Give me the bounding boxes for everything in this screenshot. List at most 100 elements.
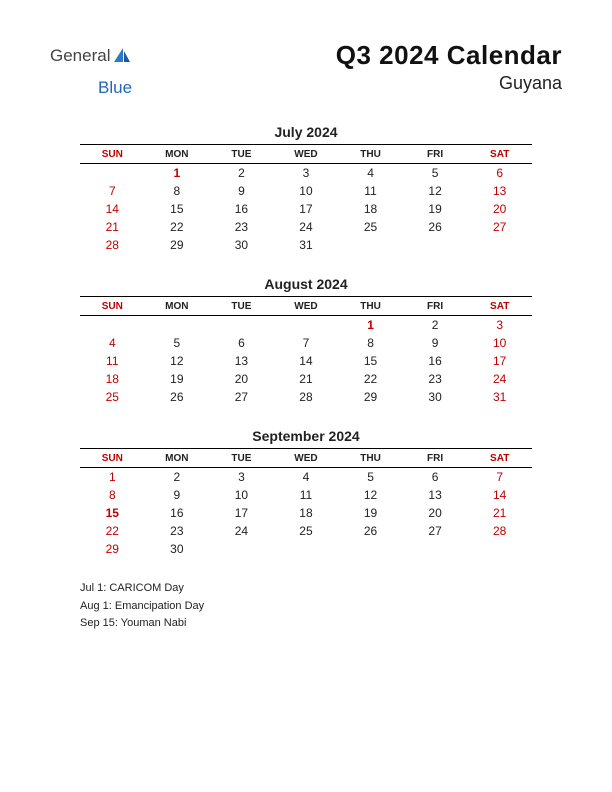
calendar-cell: 6	[209, 334, 274, 352]
logo: General	[50, 46, 134, 66]
calendar-cell: 13	[209, 352, 274, 370]
calendar-cell: 25	[80, 388, 145, 406]
calendar-cell: 20	[209, 370, 274, 388]
calendar-cell: 24	[209, 522, 274, 540]
calendar-cell: 14	[274, 352, 339, 370]
calendar-cell	[338, 236, 403, 254]
day-header: SAT	[467, 449, 532, 468]
day-header: TUE	[209, 449, 274, 468]
calendar-row: 28293031	[80, 236, 532, 254]
calendar-row: 45678910	[80, 334, 532, 352]
day-header: FRI	[403, 145, 468, 164]
calendar-cell: 21	[467, 504, 532, 522]
calendar-row: 14151617181920	[80, 200, 532, 218]
calendar-cell: 23	[209, 218, 274, 236]
calendar-cell: 8	[80, 486, 145, 504]
calendar-cell: 28	[467, 522, 532, 540]
calendar-cell	[80, 316, 145, 335]
calendar-cell: 7	[467, 468, 532, 487]
day-header: MON	[145, 297, 210, 316]
calendar-cell: 12	[145, 352, 210, 370]
calendar-cell	[145, 316, 210, 335]
calendar-row: 22232425262728	[80, 522, 532, 540]
holidays-list: Jul 1: CARICOM DayAug 1: Emancipation Da…	[80, 580, 532, 633]
day-header: FRI	[403, 297, 468, 316]
calendar-cell	[467, 540, 532, 558]
calendar-cell: 26	[403, 218, 468, 236]
calendar-cell: 18	[274, 504, 339, 522]
calendar-cell: 2	[403, 316, 468, 335]
calendar-cell: 1	[80, 468, 145, 487]
calendar-cell: 9	[145, 486, 210, 504]
calendar-row: 891011121314	[80, 486, 532, 504]
calendar-cell: 11	[274, 486, 339, 504]
calendar-cell: 4	[80, 334, 145, 352]
calendar-cell: 4	[274, 468, 339, 487]
calendar-cell: 31	[467, 388, 532, 406]
calendar-cell: 21	[274, 370, 339, 388]
calendar-cell	[403, 540, 468, 558]
day-header: THU	[338, 145, 403, 164]
calendar-cell: 19	[145, 370, 210, 388]
calendar-cell: 11	[338, 182, 403, 200]
logo-text-general: General	[50, 46, 110, 66]
calendar-cell: 18	[80, 370, 145, 388]
calendar-cell: 31	[274, 236, 339, 254]
title-block: Q3 2024 Calendar Guyana	[336, 40, 562, 94]
calendar-cell: 6	[467, 164, 532, 183]
calendar-cell	[209, 540, 274, 558]
calendar-cell: 1	[145, 164, 210, 183]
calendar-cell: 4	[338, 164, 403, 183]
calendar-cell: 8	[338, 334, 403, 352]
month-title: August 2024	[80, 276, 532, 292]
calendar-cell: 30	[403, 388, 468, 406]
calendar-cell: 22	[145, 218, 210, 236]
calendar-cell: 13	[403, 486, 468, 504]
calendar-cell: 24	[274, 218, 339, 236]
calendar-cell: 23	[403, 370, 468, 388]
calendar-cell	[80, 164, 145, 183]
calendar-cell: 17	[467, 352, 532, 370]
page-title: Q3 2024 Calendar	[336, 40, 562, 71]
calendar-cell: 10	[274, 182, 339, 200]
calendar-cell: 16	[209, 200, 274, 218]
calendar-cell: 10	[467, 334, 532, 352]
calendar-cell: 1	[338, 316, 403, 335]
calendar-table: SUNMONTUEWEDTHUFRISAT1234567891011121314…	[80, 448, 532, 558]
holiday-entry: Jul 1: CARICOM Day	[80, 580, 532, 598]
holiday-entry: Aug 1: Emancipation Day	[80, 598, 532, 616]
calendar-cell: 2	[209, 164, 274, 183]
calendar-row: 18192021222324	[80, 370, 532, 388]
day-header: MON	[145, 145, 210, 164]
calendar-cell	[274, 540, 339, 558]
calendar-table: SUNMONTUEWEDTHUFRISAT1234567891011121314…	[80, 296, 532, 406]
calendar-cell: 3	[209, 468, 274, 487]
calendar-cell: 20	[403, 504, 468, 522]
calendar-cell: 6	[403, 468, 468, 487]
calendar-cell: 26	[145, 388, 210, 406]
calendar-cell: 26	[338, 522, 403, 540]
calendar-cell: 22	[338, 370, 403, 388]
calendar-row: 15161718192021	[80, 504, 532, 522]
calendar-cell: 5	[145, 334, 210, 352]
day-header: WED	[274, 297, 339, 316]
calendar-cell	[274, 316, 339, 335]
calendar-cell	[467, 236, 532, 254]
page-subtitle: Guyana	[336, 73, 562, 94]
calendar-cell: 10	[209, 486, 274, 504]
calendar-cell: 25	[274, 522, 339, 540]
calendar-cell: 13	[467, 182, 532, 200]
calendar-cell: 15	[145, 200, 210, 218]
calendar-cell: 17	[274, 200, 339, 218]
calendar-cell: 30	[209, 236, 274, 254]
day-header: FRI	[403, 449, 468, 468]
month-title: July 2024	[80, 124, 532, 140]
day-header: SAT	[467, 297, 532, 316]
calendar-row: 21222324252627	[80, 218, 532, 236]
logo-sail-icon	[112, 47, 132, 65]
calendar-cell: 19	[403, 200, 468, 218]
months-container: July 2024SUNMONTUEWEDTHUFRISAT1234567891…	[50, 124, 562, 558]
calendar-cell: 29	[338, 388, 403, 406]
logo-text-blue: Blue	[98, 78, 132, 98]
calendar-cell: 25	[338, 218, 403, 236]
